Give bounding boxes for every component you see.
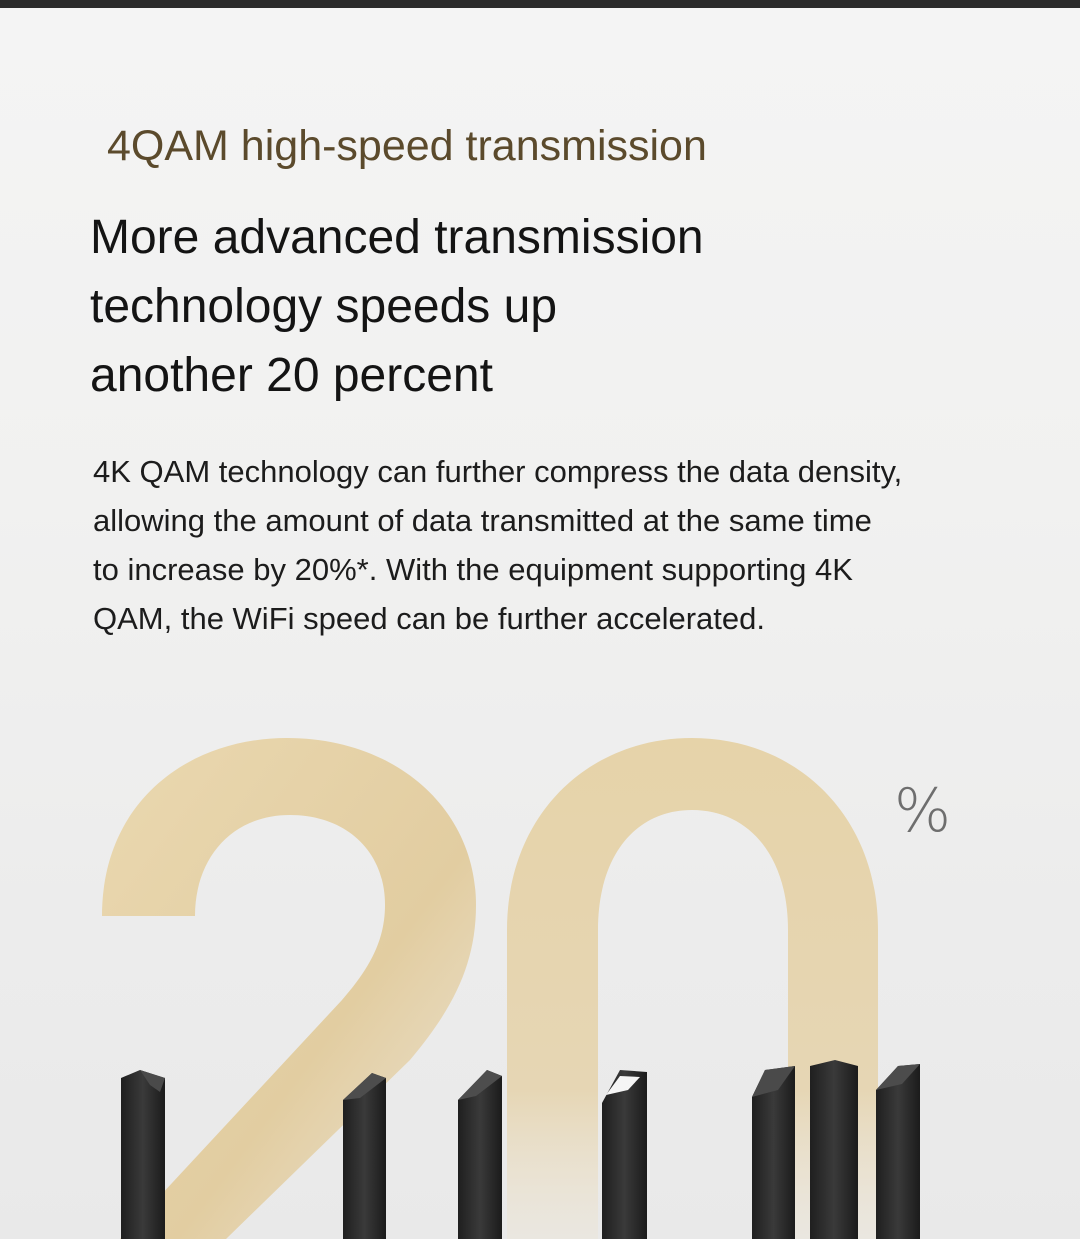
section-headline: More advanced transmission technology sp… — [90, 203, 990, 410]
digit-two-shape — [102, 738, 476, 1239]
big-twenty-graphic — [102, 738, 920, 1239]
router-antenna-icon — [752, 1066, 795, 1239]
headline-line-2: technology speeds up — [90, 280, 558, 333]
percent-sign: % — [894, 776, 952, 846]
body-line-4: QAM, the WiFi speed can be further accel… — [93, 601, 765, 636]
body-line-3: to increase by 20%*. With the equipment … — [93, 552, 853, 587]
router-antenna-icon — [876, 1064, 920, 1239]
product-visual — [0, 660, 1080, 1239]
router-antenna-icon — [810, 1060, 858, 1239]
digit-zero-shape — [507, 738, 878, 1239]
router-antenna-icon — [343, 1073, 386, 1239]
headline-line-3: another 20 percent — [90, 349, 493, 402]
router-antenna-icon — [602, 1070, 647, 1239]
router-antenna-icon — [458, 1070, 502, 1239]
headline-line-1: More advanced transmission — [90, 211, 704, 264]
section-body: 4K QAM technology can further compress t… — [93, 447, 993, 643]
router-antenna-icon — [121, 1070, 165, 1239]
top-bar — [0, 0, 1080, 8]
body-line-2: allowing the amount of data transmitted … — [93, 503, 872, 538]
section-subtitle: 4QAM high-speed transmission — [107, 122, 707, 170]
body-line-1: 4K QAM technology can further compress t… — [93, 454, 903, 489]
